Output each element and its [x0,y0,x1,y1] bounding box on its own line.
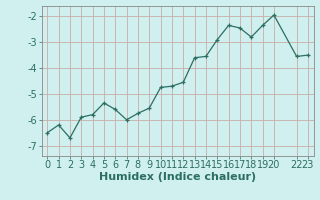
X-axis label: Humidex (Indice chaleur): Humidex (Indice chaleur) [99,172,256,182]
